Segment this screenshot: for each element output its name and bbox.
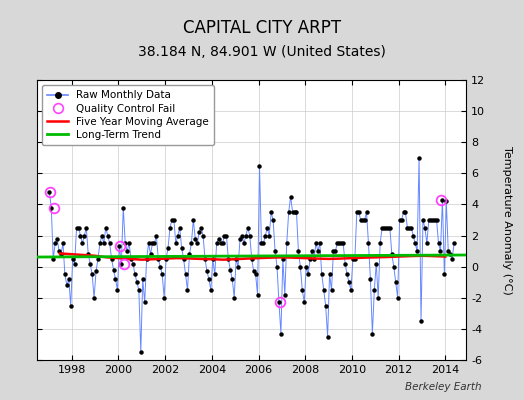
Text: 38.184 N, 84.901 W (United States): 38.184 N, 84.901 W (United States)	[138, 45, 386, 59]
Legend: Raw Monthly Data, Quality Control Fail, Five Year Moving Average, Long-Term Tren: Raw Monthly Data, Quality Control Fail, …	[42, 85, 214, 145]
Text: Berkeley Earth: Berkeley Earth	[406, 382, 482, 392]
Y-axis label: Temperature Anomaly (°C): Temperature Anomaly (°C)	[502, 146, 512, 294]
Text: CAPITAL CITY ARPT: CAPITAL CITY ARPT	[183, 19, 341, 37]
